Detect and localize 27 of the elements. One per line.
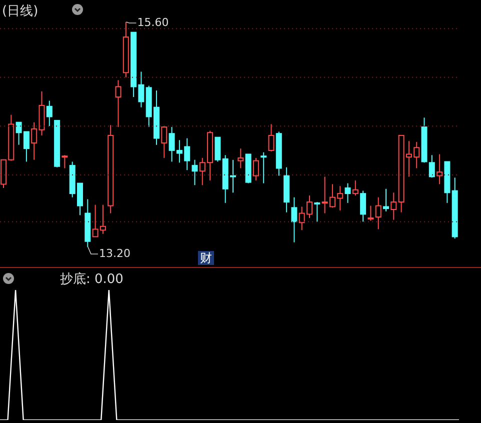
candlestick — [260, 152, 267, 184]
candlestick — [268, 124, 274, 152]
chart-title: 抄底: 0.00 — [60, 271, 124, 288]
candlestick — [291, 196, 298, 243]
text: 财 — [198, 251, 214, 265]
candlestick — [31, 122, 38, 160]
candlestick — [238, 148, 244, 169]
candlestick — [383, 188, 389, 212]
candlestick — [46, 100, 52, 127]
candlestick — [436, 154, 443, 185]
candlestick — [390, 192, 397, 220]
chart-title: (日线) — [2, 3, 38, 20]
candlestick — [368, 205, 374, 222]
candlestick — [62, 154, 68, 169]
candlestick — [252, 157, 259, 181]
candlestick — [214, 136, 221, 162]
candlestick — [192, 159, 198, 186]
candlestick — [428, 154, 435, 178]
candlestick — [360, 190, 366, 222]
candlestick — [115, 80, 122, 128]
candlestick — [344, 182, 351, 204]
candlestick — [375, 196, 382, 230]
annotation: 15.60 — [137, 16, 169, 29]
candlestick — [352, 180, 358, 196]
candlestick — [161, 126, 168, 158]
candlestick — [314, 202, 320, 222]
annotation: 13.20 — [98, 247, 130, 260]
